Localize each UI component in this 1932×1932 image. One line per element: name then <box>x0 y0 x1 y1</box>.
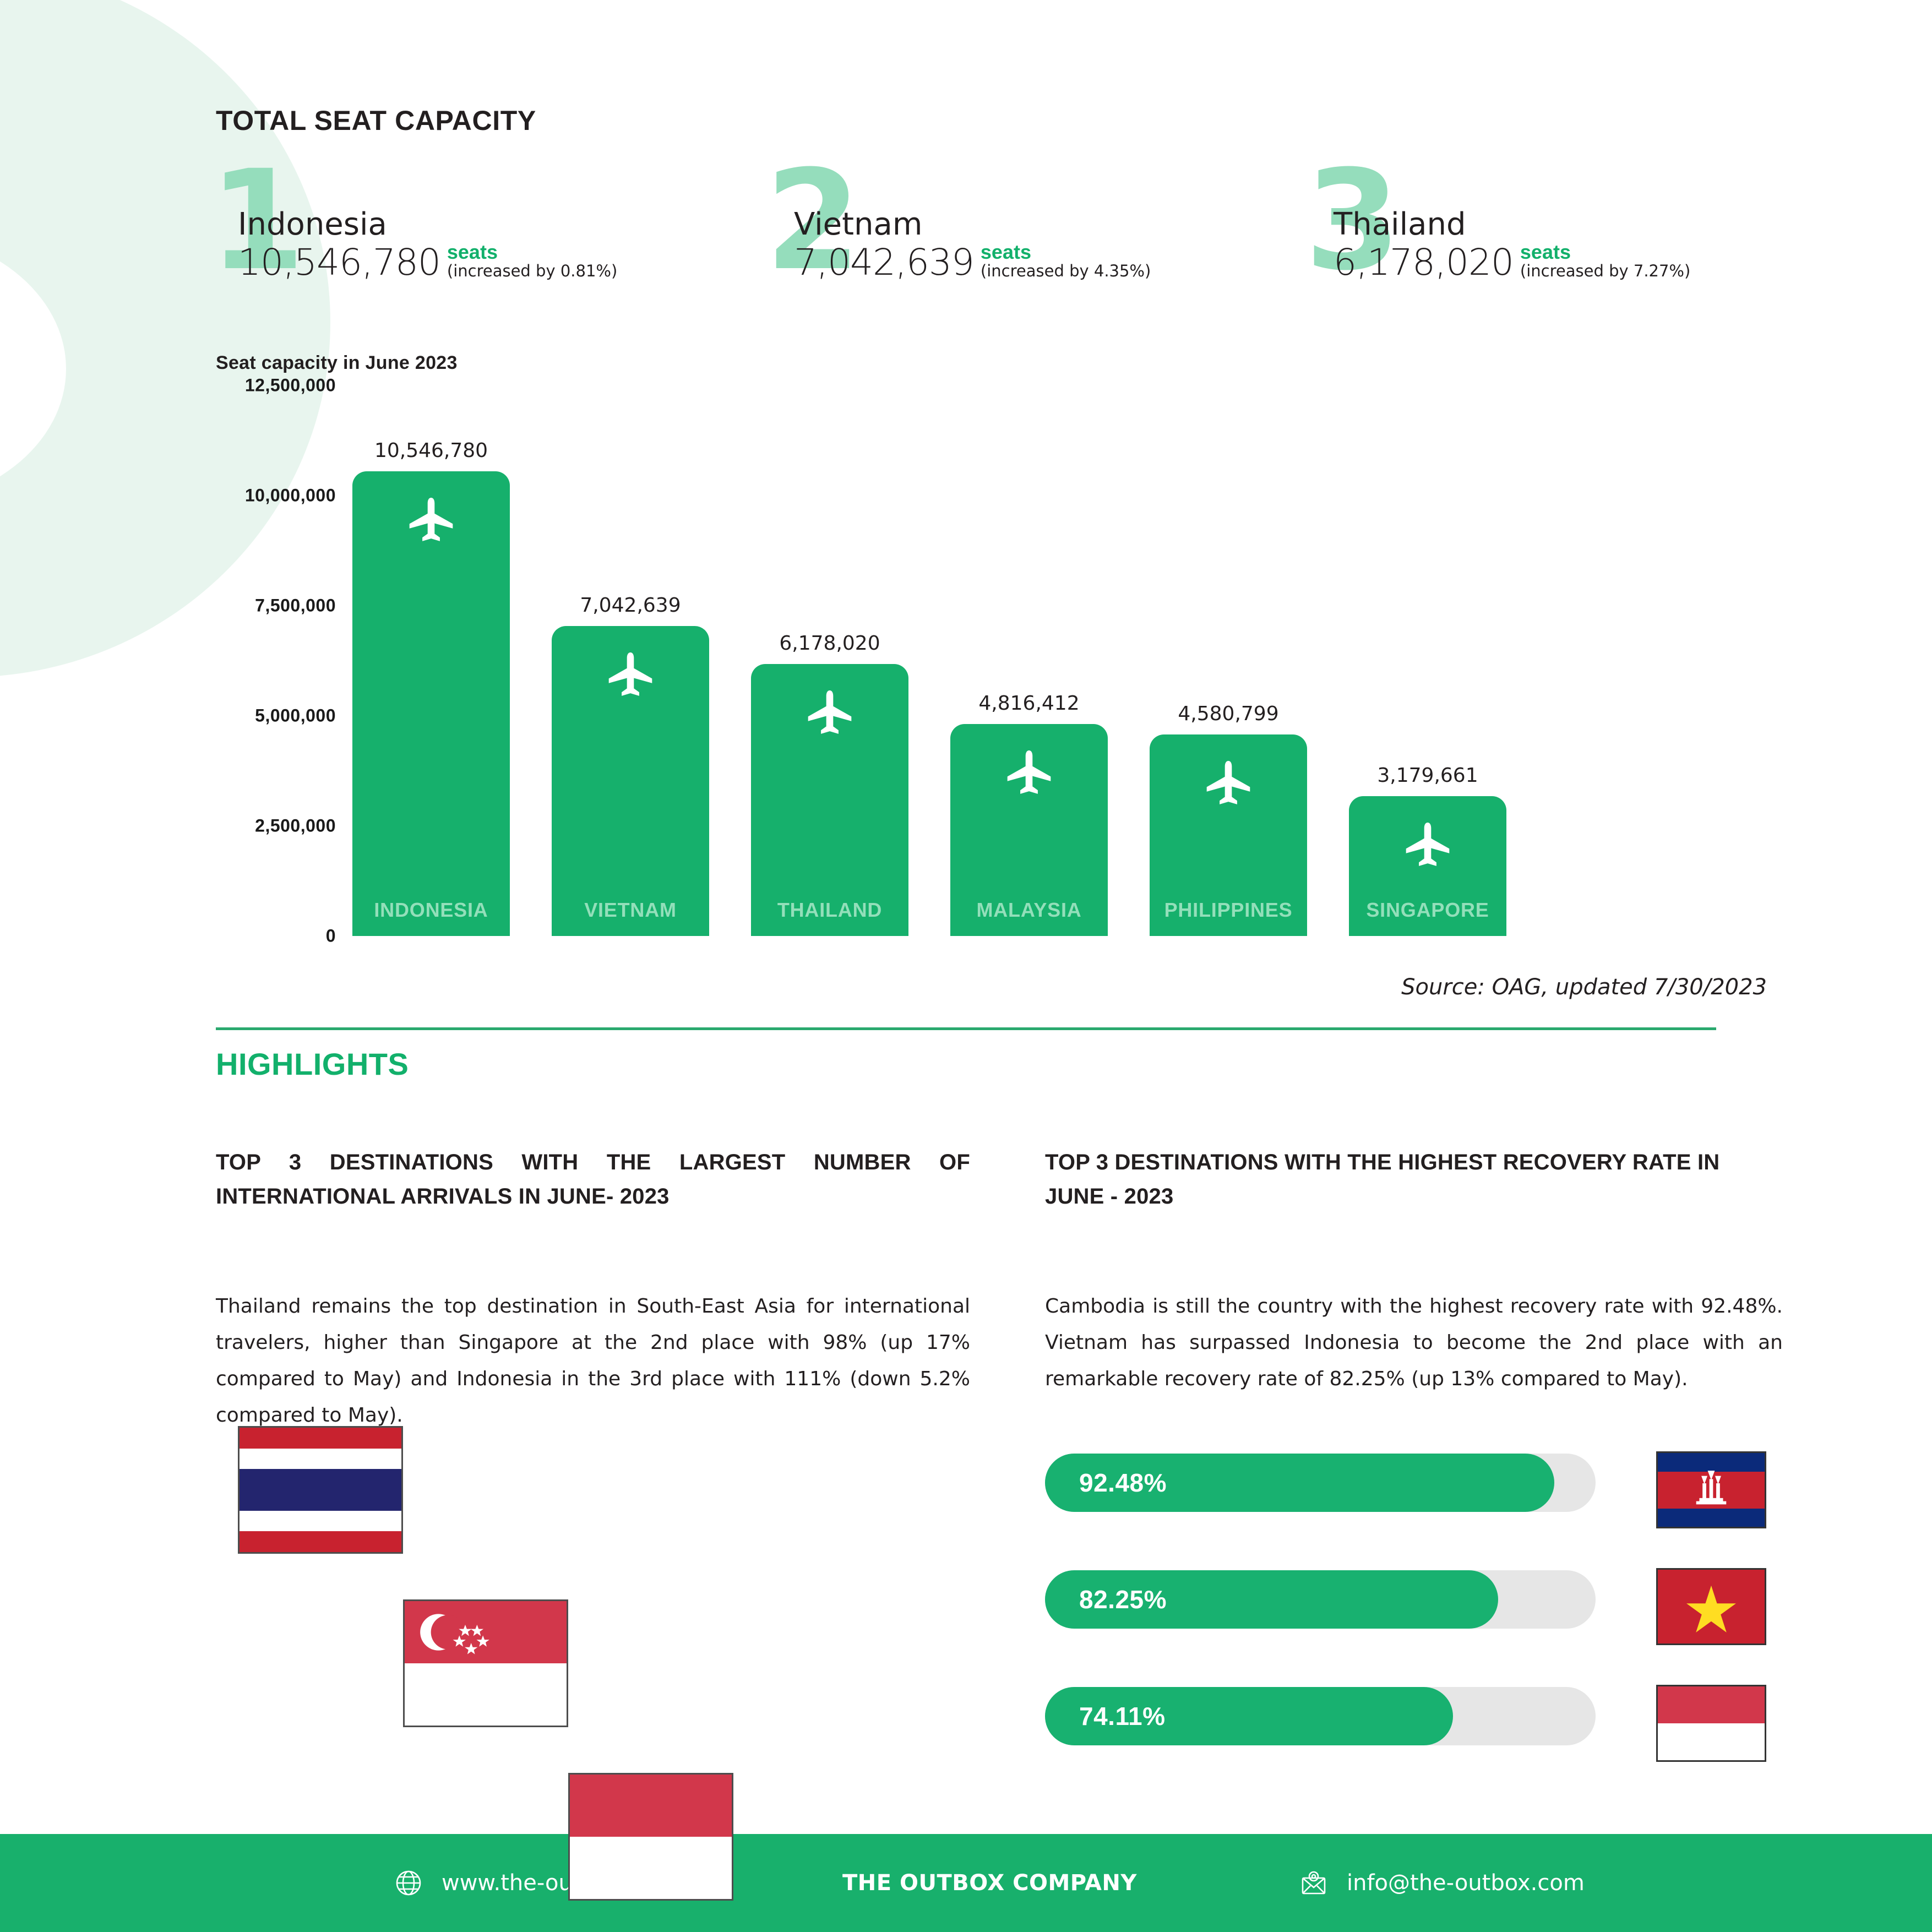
footer-company: THE OUTBOX COMPANY <box>842 1870 1137 1896</box>
highlights-left-column: TOP 3 DESTINATIONS WITH THE LARGEST NUMB… <box>216 1145 970 1434</box>
bar-slot: 7,042,639 VIETNAM <box>552 594 709 936</box>
y-axis-tick: 12,500,000 <box>244 375 336 395</box>
airplane-icon <box>1401 819 1454 872</box>
bar-singapore[interactable]: 3,179,661 SINGAPORE <box>1349 764 1506 936</box>
progress-track <box>1045 1570 1596 1629</box>
y-axis: 12,500,000 10,000,000 7,500,000 5,000,000 2,… <box>182 375 336 946</box>
y-axis-tick: 5,000,000 <box>255 705 336 726</box>
bar-value-label: 4,816,412 <box>978 692 1080 715</box>
bar-thailand[interactable]: 6,178,020 THAILAND <box>751 632 908 936</box>
indonesia-flag <box>1656 1685 1766 1762</box>
recovery-bar-row: 92.48% <box>1045 1451 1816 1528</box>
bar-slot: 3,179,661 SINGAPORE <box>1349 764 1506 936</box>
singapore-flag <box>403 1599 568 1727</box>
highlights-heading: HIGHLIGHTS <box>216 1047 409 1081</box>
bar-indonesia[interactable]: 10,546,780 INDONESIA <box>352 439 510 936</box>
bar-malaysia[interactable]: 4,816,412 MALAYSIA <box>950 692 1108 936</box>
bar-vietnam[interactable]: 7,042,639 VIETNAM <box>552 594 709 936</box>
highlights-right-column: TOP 3 DESTINATIONS WITH THE HIGHEST RECO… <box>1045 1145 1783 1397</box>
rank-figure: 6,178,020 <box>1334 241 1514 284</box>
bar-category-label: PHILIPPINES <box>1164 899 1293 921</box>
progress-fill[interactable] <box>1045 1454 1554 1512</box>
plot-area: 10,546,780 INDONESIA 7,042,639 VIETNAM 6,178… <box>352 385 1553 936</box>
highlights-right-title: TOP 3 DESTINATIONS WITH THE HIGHEST RECO… <box>1045 1150 1720 1209</box>
bar-value-label: 7,042,639 <box>580 594 681 617</box>
envelope-at-icon <box>1299 1869 1328 1897</box>
arrivals-flag-stack <box>216 1415 976 1901</box>
airplane-icon <box>405 494 458 547</box>
rank-country: Thailand <box>1334 206 1466 242</box>
footer-email-text: info@the-outbox.com <box>1347 1870 1585 1896</box>
indonesia-flag <box>568 1773 733 1901</box>
bar-slot: 4,816,412 MALAYSIA <box>950 692 1108 936</box>
airplane-icon <box>1003 747 1055 800</box>
page-title: TOTAL SEAT CAPACITY <box>216 105 536 136</box>
highlights-left-body: Thailand remains the top destination in … <box>216 1295 970 1427</box>
footer: www.the-outbox.com THE OUTBOX COMPANY in… <box>0 1834 1932 1932</box>
bar-slot: 4,580,799 PHILIPPINES <box>1150 703 1307 936</box>
airplane-icon <box>1202 758 1255 810</box>
rank-figure: 10,546,780 <box>238 241 441 284</box>
rank-delta: (increased by 4.35%) <box>980 262 1151 280</box>
bar-category-label: INDONESIA <box>374 899 488 921</box>
bar-category-label: VIETNAM <box>584 899 677 921</box>
cambodia-flag <box>1656 1451 1766 1528</box>
progress-fill[interactable] <box>1045 1687 1454 1745</box>
highlights-left-title: TOP 3 DESTINATIONS WITH THE LARGEST NUMB… <box>216 1150 970 1209</box>
recovery-bar-row: 74.11% <box>1045 1685 1816 1762</box>
bar-value-label: 6,178,020 <box>779 632 880 655</box>
progress-track <box>1045 1687 1596 1745</box>
bar-category-label: SINGAPORE <box>1366 899 1489 921</box>
bar-value-label: 4,580,799 <box>1178 702 1279 725</box>
bar-category-label: THAILAND <box>777 899 883 921</box>
bar-value-label: 10,546,780 <box>374 439 488 462</box>
rank-numeral: 2 <box>765 140 861 301</box>
progress-track <box>1045 1454 1596 1512</box>
source-note: Source: OAG, updated 7/30/2023 <box>1401 975 1767 1000</box>
footer-email[interactable]: info@the-outbox.com <box>1299 1869 1585 1897</box>
rank-unit: seats <box>447 241 498 263</box>
rank-row: 1 Indonesia 10,546,780 seats (increased … <box>0 152 1932 314</box>
recovery-rate-bars: 92.48% 82.25% 74.11% <box>1045 1451 1816 1804</box>
y-axis-tick: 0 <box>325 926 336 946</box>
progress-fill[interactable] <box>1045 1570 1498 1629</box>
thailand-flag <box>238 1426 403 1554</box>
progress-value-label: 82.25% <box>1079 1585 1167 1614</box>
rank-country: Vietnam <box>794 206 923 242</box>
progress-value-label: 74.11% <box>1079 1702 1166 1730</box>
progress-value-label: 92.48% <box>1079 1468 1167 1497</box>
bar-category-label: MALAYSIA <box>976 899 1082 921</box>
bar-chart: 12,500,000 10,000,000 7,500,000 5,000,000 2,… <box>0 375 1932 947</box>
rank-numeral: 3 <box>1305 140 1401 301</box>
globe-icon <box>394 1869 423 1897</box>
rank-delta: (increased by 7.27%) <box>1520 262 1691 280</box>
bar-value-label: 3,179,661 <box>1377 764 1478 787</box>
bar-philippines[interactable]: 4,580,799 PHILIPPINES <box>1150 703 1307 936</box>
bar-slot: 10,546,780 INDONESIA <box>352 439 510 936</box>
rank-delta: (increased by 0.81%) <box>447 262 618 280</box>
recovery-bar-row: 82.25% <box>1045 1568 1816 1645</box>
rank-figure: 7,042,639 <box>794 241 975 284</box>
y-axis-tick: 2,500,000 <box>255 815 336 836</box>
divider <box>216 1027 1716 1030</box>
rank-unit: seats <box>1520 241 1571 263</box>
chart-title: Seat capacity in June 2023 <box>216 352 458 373</box>
airplane-icon <box>803 687 856 740</box>
footer-company-text: THE OUTBOX COMPANY <box>842 1870 1137 1896</box>
bar-slot: 6,178,020 THAILAND <box>751 632 908 936</box>
airplane-icon <box>604 649 657 702</box>
rank-country: Indonesia <box>238 206 387 242</box>
y-axis-tick: 10,000,000 <box>244 485 336 505</box>
highlights-right-body: Cambodia is still the country with the h… <box>1045 1295 1783 1390</box>
rank-numeral: 1 <box>209 140 305 301</box>
y-axis-tick: 7,500,000 <box>255 595 336 616</box>
rank-unit: seats <box>980 241 1031 263</box>
vietnam-flag <box>1656 1568 1766 1645</box>
